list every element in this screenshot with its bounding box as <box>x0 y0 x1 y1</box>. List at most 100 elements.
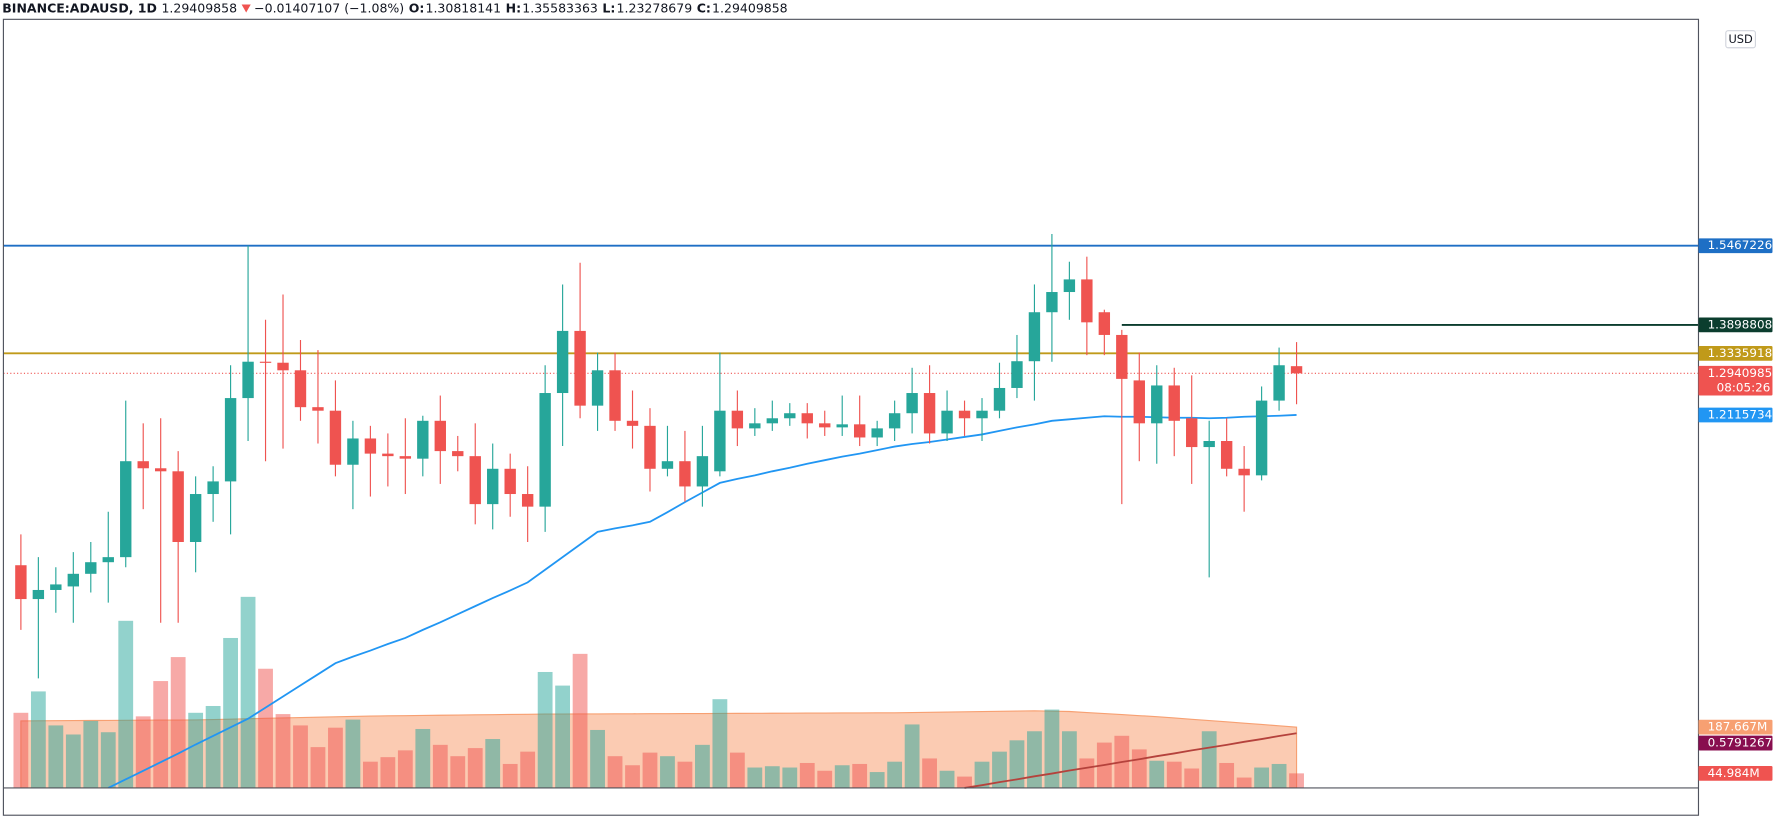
candle-body <box>1168 385 1180 421</box>
candle-body <box>784 413 796 419</box>
price-label-box <box>1698 238 1773 254</box>
volume-bar <box>695 744 710 788</box>
legend-text: 1.30818141 <box>425 1 501 16</box>
candle-body <box>15 565 27 600</box>
countdown: 08:05:26 <box>1717 381 1771 395</box>
candle-body <box>277 362 289 371</box>
candle-body <box>766 418 779 424</box>
candle-body <box>32 589 45 600</box>
candle-body <box>819 423 831 428</box>
volume-bar <box>607 756 623 788</box>
volume-bar <box>869 772 885 788</box>
legend-text: L: <box>602 1 615 16</box>
volume-bar <box>83 720 99 788</box>
price-label-box <box>1698 765 1773 781</box>
currency-box <box>1725 30 1756 49</box>
volume-bar <box>153 681 169 788</box>
price-label-box <box>1698 365 1773 396</box>
down-arrow <box>241 4 251 13</box>
candle-body <box>1220 440 1233 469</box>
volume-bar <box>625 765 640 788</box>
volume-bar <box>1254 767 1270 788</box>
volume-bar <box>275 714 291 788</box>
candle-body <box>906 393 918 414</box>
volume-bar <box>450 756 466 788</box>
candle-body <box>749 423 761 429</box>
volume-bar <box>188 712 204 788</box>
candle-body <box>259 361 272 363</box>
candle-body <box>539 393 551 507</box>
price-label-box <box>1698 407 1773 423</box>
volume-bar <box>240 596 256 788</box>
volume-bar <box>660 756 675 788</box>
volume-bar <box>118 620 134 788</box>
candle-body <box>1011 361 1023 388</box>
volume-bar <box>485 739 501 788</box>
price-label: 1.54672261 <box>1708 238 1780 252</box>
candle-body <box>836 424 848 428</box>
legend-text: 1.35583363 <box>522 1 598 16</box>
candle-body <box>853 424 866 438</box>
price-label-box <box>1698 317 1773 333</box>
candle-body <box>871 428 883 438</box>
candle-body <box>137 461 149 469</box>
price-label: 1.29409858 <box>1708 366 1780 380</box>
volume-bar <box>852 763 868 788</box>
candle-body <box>941 410 953 434</box>
candle-body <box>1290 366 1303 374</box>
volume-bar <box>642 752 658 788</box>
volume-bar <box>467 748 483 788</box>
volume-bar <box>30 691 46 788</box>
candle-body <box>976 410 988 419</box>
volume-bar <box>1201 731 1217 788</box>
volume-bar <box>922 758 937 788</box>
volume-bar <box>1009 740 1025 788</box>
candle-body <box>189 494 202 542</box>
volume-bar <box>397 750 413 788</box>
candle-body <box>242 361 254 399</box>
candle-body <box>224 398 237 482</box>
volume-bar <box>729 752 745 788</box>
price-label-box <box>1698 345 1773 361</box>
volume-bar <box>415 728 431 788</box>
volume-bar <box>887 761 903 788</box>
legend-text: 1.29409858 <box>161 1 237 16</box>
candle-body <box>102 557 114 563</box>
candle-body <box>1116 334 1128 379</box>
candle-body <box>993 387 1006 411</box>
candle-body <box>1133 380 1145 424</box>
volume-bar <box>712 699 728 788</box>
price-label-box <box>1698 735 1773 751</box>
volume-bar <box>904 724 920 788</box>
volume-bar <box>1219 762 1235 788</box>
candle-body <box>504 468 516 495</box>
candle-body <box>294 370 307 408</box>
price-label: 187.667M <box>1708 720 1768 734</box>
candle-body <box>469 456 481 505</box>
volume-bar <box>992 751 1007 788</box>
volume-bar <box>572 653 588 788</box>
volume-bar <box>817 770 833 788</box>
price-label: 0.57912679 <box>1708 736 1780 750</box>
volume-bar <box>48 725 64 788</box>
volume-bar <box>258 668 273 788</box>
volume-bar <box>1271 763 1287 788</box>
volume-bar <box>1184 768 1200 788</box>
candle-body <box>556 330 569 394</box>
volume-bar <box>1166 761 1182 788</box>
volume-bar <box>747 767 763 788</box>
candle-body <box>382 453 394 457</box>
volume-bar <box>1236 777 1252 788</box>
volume-bar <box>100 732 116 788</box>
volume-bar <box>782 767 798 788</box>
candle-body <box>644 425 656 469</box>
volume-bar <box>957 776 972 788</box>
volume-bar <box>1079 758 1095 788</box>
candle-body <box>312 407 324 411</box>
volume-bar <box>974 761 990 788</box>
candle-body <box>888 413 901 429</box>
candle-body <box>714 410 726 472</box>
volume-bar <box>939 770 955 788</box>
volume-bar <box>590 729 605 788</box>
